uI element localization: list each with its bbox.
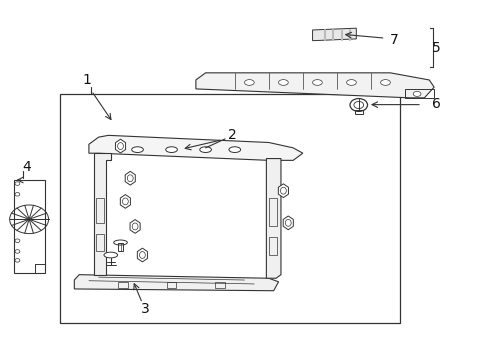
Ellipse shape (200, 147, 211, 153)
Ellipse shape (131, 147, 143, 153)
Polygon shape (74, 275, 278, 291)
Ellipse shape (15, 193, 20, 196)
Ellipse shape (278, 80, 287, 85)
Bar (96, 198, 104, 223)
Bar (118, 243, 123, 251)
Text: 4: 4 (22, 161, 31, 175)
Bar (60, 94, 399, 323)
Polygon shape (130, 220, 140, 233)
Ellipse shape (346, 80, 356, 85)
Text: 1: 1 (82, 73, 91, 87)
Ellipse shape (114, 240, 127, 245)
Bar (96, 234, 104, 251)
Ellipse shape (15, 249, 20, 253)
Bar (215, 282, 224, 288)
Polygon shape (278, 184, 288, 198)
Bar (268, 198, 276, 226)
Bar (166, 282, 176, 288)
Ellipse shape (122, 198, 128, 205)
Ellipse shape (139, 252, 145, 258)
Ellipse shape (353, 102, 363, 109)
Text: 2: 2 (227, 129, 236, 142)
Polygon shape (115, 139, 125, 153)
Text: 5: 5 (431, 41, 440, 55)
Ellipse shape (117, 143, 123, 149)
Polygon shape (120, 194, 130, 208)
Bar (355, 110, 362, 114)
Text: 7: 7 (389, 33, 398, 47)
Text: 6: 6 (431, 97, 440, 111)
Polygon shape (125, 171, 135, 185)
Bar (404, 89, 433, 98)
Ellipse shape (228, 147, 240, 153)
Ellipse shape (132, 223, 138, 230)
Ellipse shape (244, 80, 254, 85)
Ellipse shape (127, 175, 133, 182)
Polygon shape (312, 28, 356, 41)
Ellipse shape (165, 147, 177, 153)
Ellipse shape (285, 220, 290, 226)
Ellipse shape (15, 239, 20, 243)
Ellipse shape (312, 80, 322, 85)
Polygon shape (137, 248, 147, 262)
Ellipse shape (104, 252, 117, 258)
Ellipse shape (380, 80, 389, 85)
Polygon shape (266, 158, 281, 278)
Ellipse shape (15, 182, 20, 185)
Ellipse shape (349, 99, 367, 111)
Ellipse shape (412, 91, 420, 96)
Polygon shape (196, 73, 433, 98)
Polygon shape (283, 216, 293, 230)
Polygon shape (89, 135, 302, 160)
Polygon shape (94, 153, 111, 275)
Bar (14, 180, 45, 273)
Ellipse shape (280, 187, 286, 194)
Text: 3: 3 (140, 302, 149, 316)
Ellipse shape (15, 258, 20, 262)
Bar (118, 282, 127, 288)
Bar (268, 237, 276, 255)
